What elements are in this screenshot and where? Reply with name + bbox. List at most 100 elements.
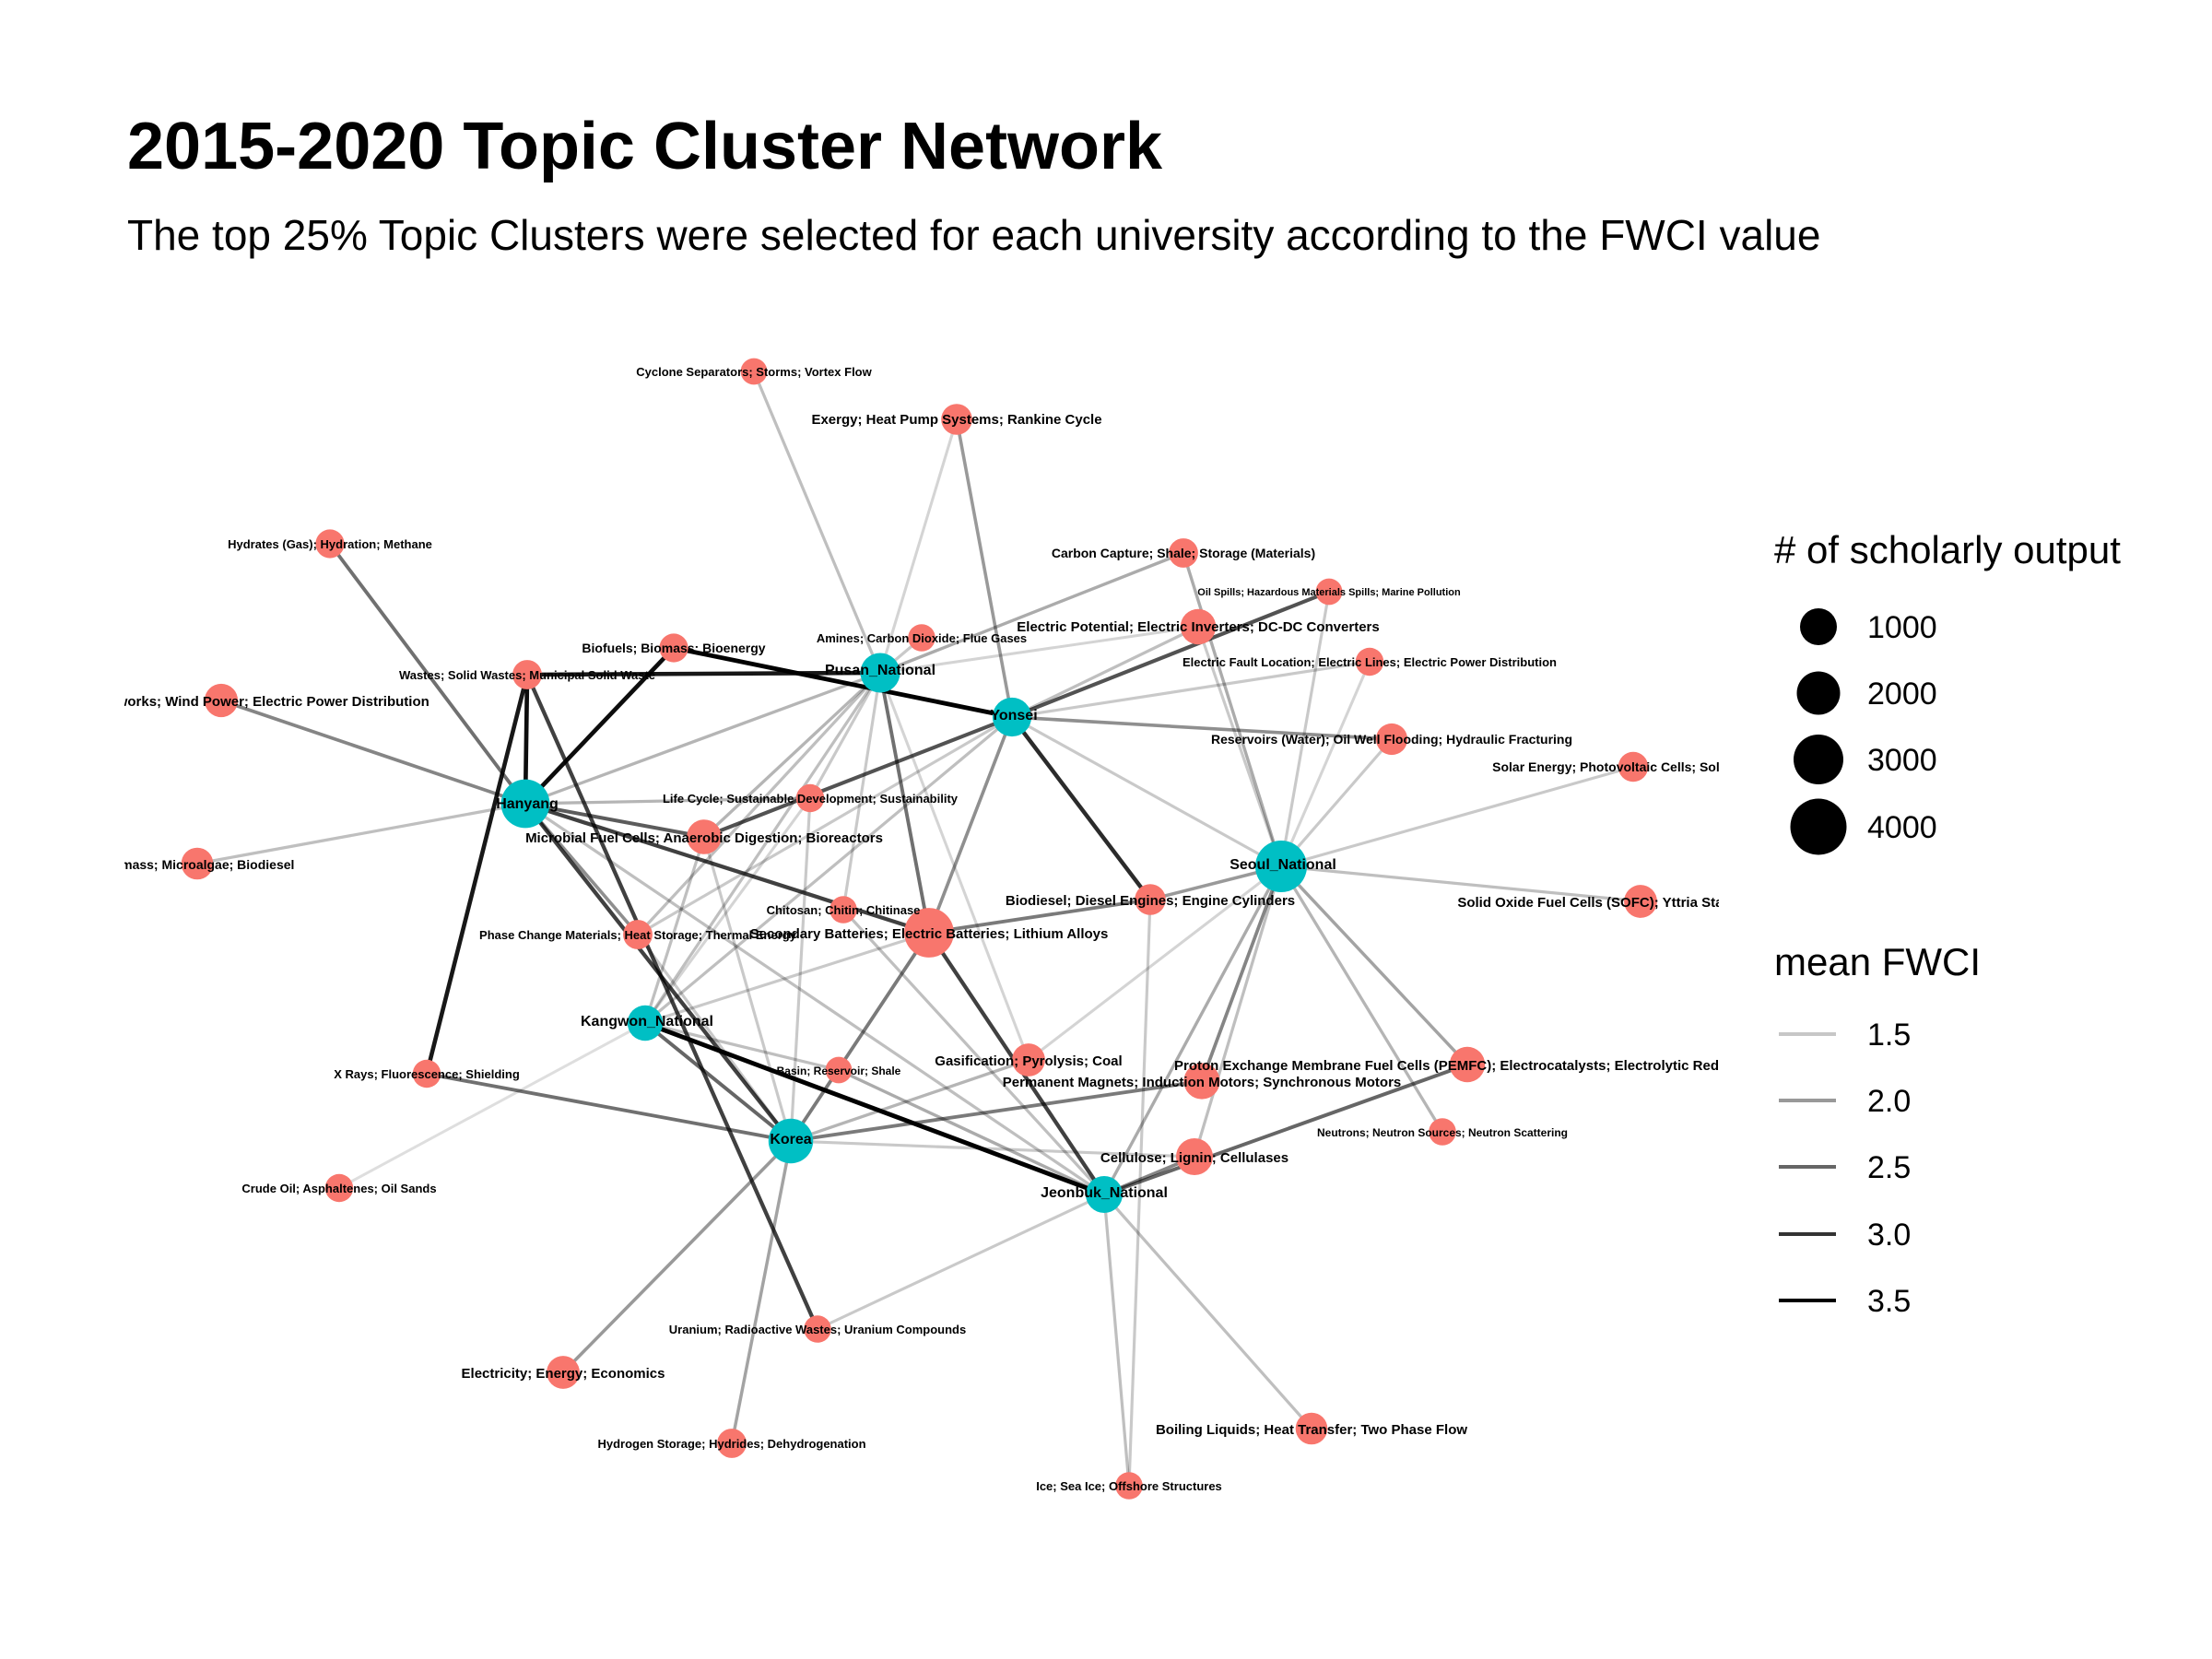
edge-pusan-gasification: [878, 671, 1030, 1062]
legend-fwci-label: 3.0: [1867, 1218, 1911, 1253]
network-panel: Hanyang Pusan_National Yonsei Seoul_Nationa…: [100, 358, 1824, 1500]
edge-seoul-jeonbuk: [1102, 865, 1283, 1196]
node-magnets: [1183, 1063, 1220, 1100]
edge-pusan-cyclone: [752, 370, 882, 675]
edge-hanyang-microalgae: [195, 802, 527, 865]
node-sofc: [1624, 885, 1657, 918]
legend-size-key-2000: [1796, 671, 1841, 715]
node-label-seoul: Seoul_National: [1230, 857, 1336, 873]
node-korea: [768, 1118, 814, 1164]
node-label-gasification: Gasification; Pyrolysis; Coal: [935, 1053, 1122, 1069]
edge-yonsei-kangwon: [643, 715, 1014, 1025]
legend-size-key-1000: [1800, 608, 1837, 645]
legend-size-label: 2000: [1867, 677, 1937, 712]
edge-korea-magnets: [789, 1079, 1204, 1143]
legend-fwci-title: mean FWCI: [1774, 940, 1981, 983]
node-pcm: [623, 920, 653, 949]
legend-size-key-3000: [1794, 735, 1843, 784]
node-label-microalgae: Biomass; Microalgae; Biodiesel: [100, 857, 295, 872]
node-biodiesel: [1135, 884, 1166, 915]
edge-yonsei-batteries: [927, 715, 1014, 935]
node-label-korea: Korea: [770, 1132, 811, 1147]
node-hanyang: [500, 779, 550, 829]
edge-yonsei-oilspills: [1009, 589, 1332, 720]
node-pemfc: [1449, 1046, 1486, 1083]
node-solar: [1618, 751, 1649, 782]
legend-mean-fwci: mean FWCI 1.5 2.0 2.5 3.0 3.5: [1774, 940, 1981, 1319]
node-uranium: [804, 1315, 831, 1343]
edge-yonsei-exergy: [955, 418, 1014, 719]
node-exergy: [941, 404, 972, 435]
edge-pusan-pcm: [636, 671, 882, 936]
node-label-reservoirs: Reservoirs (Water); Oil Well Flooding; H…: [1211, 732, 1572, 747]
node-label-solar: Solar Energy; Photovoltaic Cells; Solar …: [1492, 759, 1774, 774]
node-gasification: [1012, 1043, 1045, 1077]
chart-title: 2015-2020 Topic Cluster Network: [127, 110, 1163, 183]
node-label-boiling: Boiling Liquids; Heat Transfer; Two Phas…: [1156, 1422, 1467, 1438]
node-amines: [908, 624, 935, 652]
node-label-elecpot: Electric Potential; Electric Inverters; …: [1017, 619, 1379, 635]
edge-biofuels-yonsei: [671, 645, 1015, 720]
node-kangwon: [627, 1005, 664, 1041]
edge-biodiesel-ice: [1127, 898, 1152, 1488]
edge-pusan-wastes: [524, 670, 883, 677]
node-label-cyclone: Cyclone Separators; Storms; Vortex Flow: [636, 365, 872, 379]
node-label-sofc: Solid Oxide Fuel Cells (SOFC); Yttria St…: [1457, 895, 1824, 911]
edge-kangwon-korea: [643, 1021, 793, 1143]
edge-kangwon-jeonbuk: [642, 1020, 1107, 1197]
node-cellulose: [1176, 1138, 1213, 1175]
node-label-kangwon: Kangwon_National: [581, 1014, 713, 1030]
edge-yonsei-reservoirs: [1010, 715, 1394, 741]
edge-hanyang-hydrates: [328, 542, 527, 806]
node-windpower: [204, 683, 239, 718]
edge-jeonbuk-chitosan: [841, 908, 1106, 1196]
node-yonsei: [992, 697, 1032, 737]
node-label-neutrons: Neutrons; Neutron Sources; Neutron Scatt…: [1317, 1126, 1568, 1139]
node-label-biofuels: Biofuels; Biomass; Bioenergy: [582, 641, 765, 655]
node-hydrogen: [717, 1429, 747, 1458]
node-label-hydrates: Hydrates (Gas); Hydration; Methane: [228, 537, 432, 551]
node-label-xrays: X Rays; Fluorescence; Shielding: [334, 1067, 520, 1081]
edge-kangwon-basin: [643, 1021, 841, 1072]
edge-jeonbuk-pemfc: [1102, 1063, 1469, 1196]
node-label-basin: Basin; Reservoir; Shale: [777, 1065, 901, 1077]
edge-xrays-wastes: [424, 672, 530, 1077]
edge-kangwon-microbial: [643, 835, 706, 1025]
edge-hanyang-lifecycle: [524, 796, 812, 806]
edge-jeonbuk-ice: [1102, 1193, 1131, 1488]
node-label-exergy: Exergy; Heat Pump Systems; Rankine Cycle: [811, 412, 1101, 428]
node-label-electricity: Electricity; Energy; Economics: [462, 1366, 665, 1382]
edge-hanyang-pusan: [524, 671, 882, 806]
node-label-microbial: Microbial Fuel Cells; Anaerobic Digestio…: [525, 830, 883, 846]
edge-pusan-kangwon: [643, 671, 882, 1025]
edge-seoul-pemfc: [1279, 865, 1469, 1066]
legend-size-label: 4000: [1867, 810, 1937, 845]
edge-hanyang-windpower: [219, 699, 527, 806]
legend-size-label: 3000: [1867, 743, 1937, 778]
node-label-pemfc: Proton Exchange Membrane Fuel Cells (PEM…: [1174, 1058, 1760, 1074]
node-lifecycle: [795, 783, 825, 813]
edge-yonsei-pcm: [636, 715, 1014, 936]
node-neutrons: [1429, 1118, 1456, 1146]
node-label-carboncap: Carbon Capture; Shale; Storage (Material…: [1052, 546, 1315, 560]
edge-seoul-elecpot: [1196, 625, 1283, 868]
edge-seoul-reservoirs: [1279, 737, 1394, 868]
legend-fwci-label: 3.5: [1867, 1284, 1911, 1319]
edge-korea-batteries: [789, 931, 931, 1143]
edge-seoul-gasification: [1027, 865, 1283, 1062]
node-microalgae: [181, 847, 214, 880]
edge-jeonbuk-basin: [837, 1068, 1106, 1196]
edge-kangwon-crudeoil: [337, 1021, 647, 1190]
node-microbial: [687, 819, 722, 854]
node-label-cellulose: Cellulose; Lignin; Cellulases: [1100, 1150, 1288, 1166]
legend-size-key-4000: [1790, 798, 1847, 855]
edge-seoul-oilspills: [1279, 590, 1331, 868]
node-basin: [825, 1056, 853, 1084]
node-elecpot: [1180, 608, 1217, 645]
node-oilspills: [1315, 578, 1343, 606]
edge-korea-gasification: [789, 1058, 1030, 1143]
node-label-wastes: Wastes; Solid Wastes; Municipal Solid Wa…: [399, 668, 655, 682]
edge-seoul-carboncap: [1182, 551, 1283, 868]
edge-pusan-lifecycle: [808, 671, 882, 800]
